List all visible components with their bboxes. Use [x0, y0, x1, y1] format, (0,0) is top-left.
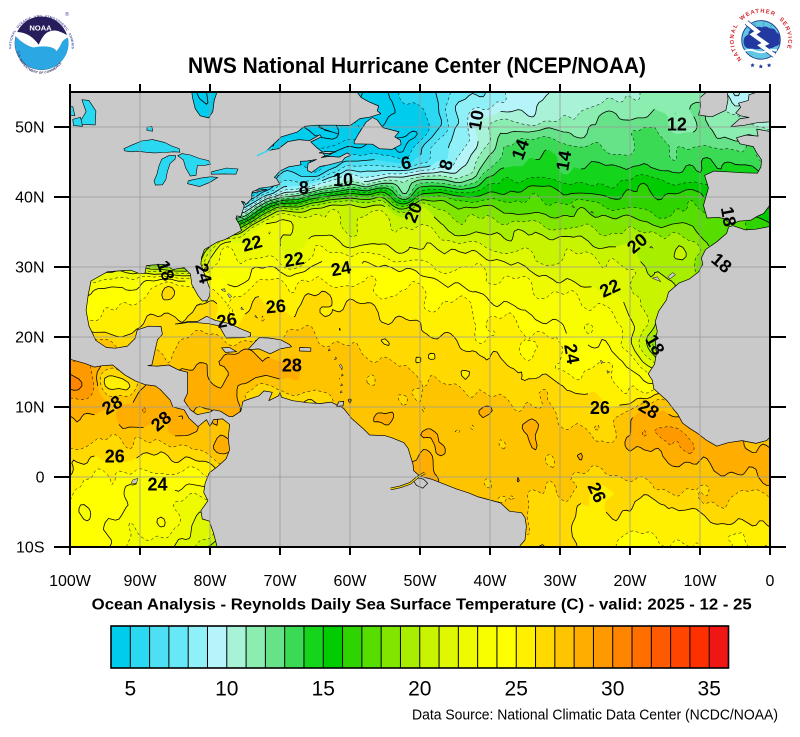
svg-text:10: 10 — [465, 108, 488, 131]
svg-text:NWS National Hurricane Center: NWS National Hurricane Center (NCEP/NOAA… — [188, 53, 646, 78]
svg-text:25: 25 — [505, 678, 528, 701]
svg-text:0: 0 — [36, 470, 45, 487]
svg-text:30N: 30N — [15, 260, 44, 277]
svg-text:22: 22 — [282, 248, 305, 271]
svg-text:35: 35 — [698, 678, 721, 701]
svg-text:24: 24 — [191, 261, 216, 286]
svg-text:10: 10 — [215, 678, 238, 701]
svg-text:10W: 10W — [684, 573, 718, 590]
svg-text:20W: 20W — [614, 573, 648, 590]
svg-text:26: 26 — [265, 296, 287, 318]
svg-text:26: 26 — [105, 446, 125, 466]
svg-text:12: 12 — [667, 115, 687, 135]
svg-text:18: 18 — [717, 205, 740, 228]
svg-text:90W: 90W — [124, 573, 158, 590]
svg-text:24: 24 — [329, 257, 352, 280]
svg-text:0: 0 — [766, 573, 775, 590]
svg-text:24: 24 — [560, 342, 583, 365]
svg-text:6: 6 — [399, 152, 412, 173]
svg-text:14: 14 — [552, 149, 575, 172]
svg-text:80W: 80W — [194, 573, 228, 590]
svg-text:26: 26 — [215, 309, 238, 332]
svg-text:50W: 50W — [404, 573, 438, 590]
svg-text:®: ® — [65, 11, 69, 18]
svg-text:30: 30 — [601, 678, 624, 701]
svg-text:Ocean Analysis - Reynolds Dail: Ocean Analysis - Reynolds Daily Sea Surf… — [92, 597, 752, 614]
svg-text:40W: 40W — [474, 573, 508, 590]
svg-text:NOAA: NOAA — [29, 24, 52, 33]
svg-text:60W: 60W — [334, 573, 368, 590]
svg-text:40N: 40N — [15, 190, 44, 207]
svg-text:50N: 50N — [15, 120, 44, 137]
svg-text:26: 26 — [590, 398, 610, 418]
svg-text:24: 24 — [147, 474, 167, 494]
svg-text:10N: 10N — [15, 400, 44, 417]
svg-text:100W: 100W — [49, 573, 92, 590]
svg-text:Data Source: National Climatic: Data Source: National Climatic Data Cent… — [412, 707, 778, 724]
svg-text:70W: 70W — [264, 573, 298, 590]
svg-text:30W: 30W — [544, 573, 578, 590]
svg-text:20N: 20N — [15, 330, 44, 347]
svg-text:5: 5 — [124, 678, 136, 701]
svg-text:8: 8 — [435, 157, 457, 172]
svg-text:15: 15 — [312, 678, 335, 701]
svg-text:8: 8 — [299, 178, 309, 198]
svg-text:10S: 10S — [16, 540, 44, 557]
svg-text:28: 28 — [282, 355, 302, 375]
svg-text:10: 10 — [333, 170, 353, 190]
svg-text:20: 20 — [408, 678, 431, 701]
